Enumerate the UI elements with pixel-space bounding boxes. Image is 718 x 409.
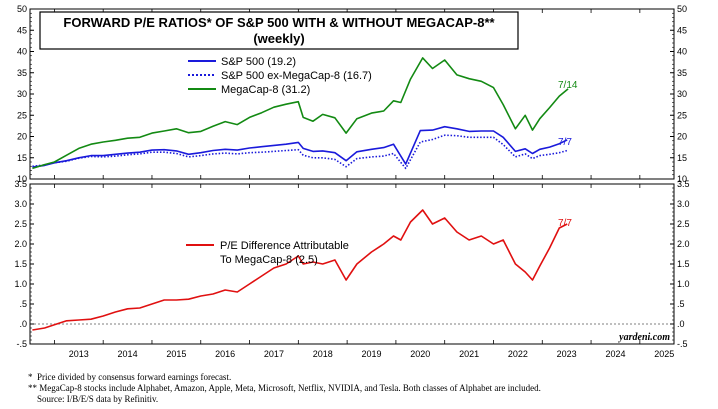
- y-tick-label-left: 1.0: [14, 279, 27, 289]
- y-tick-label-right: 10: [677, 174, 687, 184]
- y-tick-label-right: 20: [677, 132, 687, 142]
- y-tick-label-right: .5: [677, 299, 685, 309]
- x-axis: 2013 2014 2015 2016 2017 2018 2019 2020 2021 2022…: [69, 349, 674, 359]
- y-tick-label-right: -.5: [677, 339, 688, 349]
- x-tick-label: 2015: [166, 349, 186, 359]
- y-tick-label-right: 2.5: [677, 219, 690, 229]
- x-tick-label: 2014: [118, 349, 138, 359]
- x-tick-label: 2022: [508, 349, 528, 359]
- bottom-panel-frame: [29, 183, 675, 345]
- top-panel-series: [32, 57, 569, 170]
- x-tick-label: 2021: [459, 349, 479, 359]
- y-tick-label-left: 3.0: [14, 199, 27, 209]
- x-tick-label: 2020: [410, 349, 430, 359]
- y-tick-label-left: 10: [17, 174, 27, 184]
- end-label-pe-difference: 7/7: [558, 218, 572, 229]
- legend-label-pe-difference-line2: To MegaCap-8 (2.5): [220, 254, 318, 266]
- source-credit: yardeni.com: [618, 332, 670, 343]
- y-tick-label-left: 2.5: [14, 219, 27, 229]
- y-tick-label-left: 35: [17, 68, 27, 78]
- y-tick-label-right: .0: [677, 319, 685, 329]
- y-tick-label-left: 20: [17, 132, 27, 142]
- y-tick-label-left: 30: [17, 89, 27, 99]
- x-tick-label: 2018: [313, 349, 333, 359]
- y-tick-label-right: 15: [677, 153, 687, 163]
- y-tick-label-left: 3.5: [14, 179, 27, 189]
- x-tick-label: 2023: [557, 349, 577, 359]
- y-tick-label-left: 25: [17, 110, 27, 120]
- x-tick-label: 2019: [361, 349, 381, 359]
- bottom-panel-y-axis: -.5 -.5 .0 .0 .5 .5 1.0 1.0 1.5 1.5 2.0 2.0 2.5 2.5 3.…: [14, 179, 689, 349]
- y-tick-label-right: 1.5: [677, 259, 690, 269]
- legend-label-sp500: S&P 500 (19.2): [221, 56, 296, 68]
- chart-subtitle: (weekly): [253, 31, 304, 46]
- y-tick-label-right: 3.0: [677, 199, 690, 209]
- y-tick-label-right: 35: [677, 68, 687, 78]
- series-line-megacap-8-31-2: [32, 57, 569, 170]
- y-tick-label-right: 50: [677, 4, 687, 14]
- y-tick-label-left: .0: [19, 319, 27, 329]
- x-tick-label: 2025: [654, 349, 674, 359]
- y-tick-label-left: -.5: [16, 339, 27, 349]
- series-line-p-e-difference-attributable-to-megacap-8-2-5: [32, 209, 568, 331]
- y-tick-label-left: 45: [17, 25, 27, 35]
- legend-label-sp500-ex-megacap: S&P 500 ex-MegaCap-8 (16.7): [221, 70, 372, 82]
- y-tick-label-left: 2.0: [14, 239, 27, 249]
- x-tick-label: 2017: [264, 349, 284, 359]
- footnote-text: MegaCap-8 stocks include Alphabet, Amazo…: [39, 383, 541, 393]
- y-tick-label-left: .5: [19, 299, 27, 309]
- legend-label-megacap: MegaCap-8 (31.2): [221, 84, 310, 96]
- end-label-sp500: 7/7: [558, 137, 572, 148]
- y-tick-label-left: 40: [17, 47, 27, 57]
- chart-title: FORWARD P/E RATIOS* OF S&P 500 WITH & WI…: [63, 15, 495, 30]
- legend-label-pe-difference-line1: P/E Difference Attributable: [220, 240, 349, 252]
- y-tick-label-left: 50: [17, 4, 27, 14]
- footnote-1: * Price divided by consensus forward ear…: [28, 372, 708, 383]
- y-tick-label-left: 1.5: [14, 259, 27, 269]
- footnotes: * Price divided by consensus forward ear…: [28, 372, 708, 405]
- y-tick-label-right: 1.0: [677, 279, 690, 289]
- title-box: [39, 11, 519, 50]
- y-tick-label-right: 45: [677, 25, 687, 35]
- bottom-panel-series: [32, 209, 568, 331]
- footnote-mark: *: [28, 372, 33, 382]
- y-tick-label-right: 2.0: [677, 239, 690, 249]
- end-label-megacap: 7/14: [558, 80, 578, 91]
- y-tick-label-right: 30: [677, 89, 687, 99]
- x-tick-label: 2016: [215, 349, 235, 359]
- y-tick-label-left: 15: [17, 153, 27, 163]
- footnote-3: Source: I/B/E/S data by Refinitiv.: [28, 394, 708, 405]
- series-line-s-p-500-19-2: [32, 125, 568, 168]
- footnote-text: Price divided by consensus forward earni…: [37, 372, 232, 382]
- y-tick-label-right: 25: [677, 110, 687, 120]
- y-tick-label-right: 40: [677, 47, 687, 57]
- footnote-source: Source: I/B/E/S data by Refinitiv.: [37, 394, 159, 404]
- x-tick-label: 2013: [69, 349, 89, 359]
- footnote-mark: **: [28, 383, 37, 393]
- y-tick-label-right: 3.5: [677, 179, 690, 189]
- footnote-2: ** MegaCap-8 stocks include Alphabet, Am…: [28, 383, 708, 394]
- x-tick-label: 2024: [605, 349, 625, 359]
